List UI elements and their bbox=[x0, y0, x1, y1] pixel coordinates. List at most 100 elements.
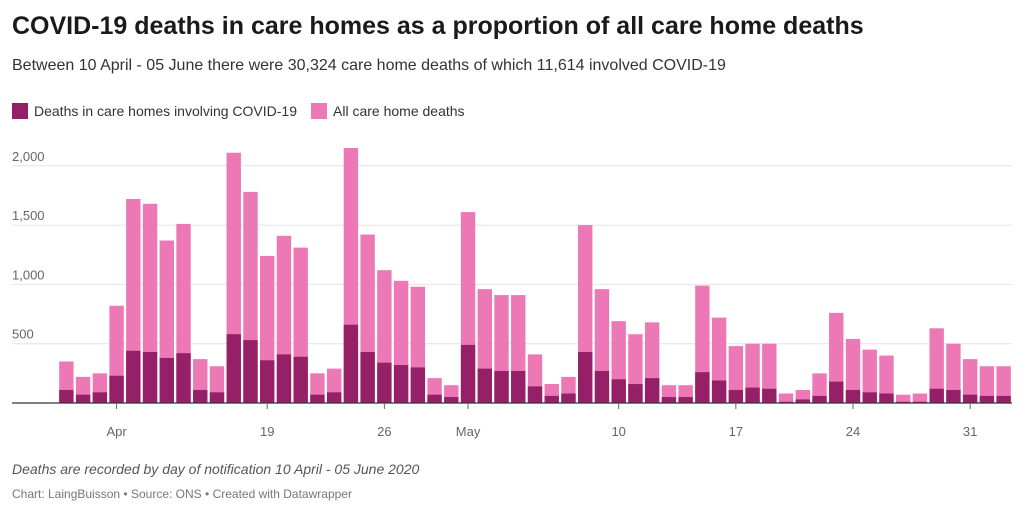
bar-covid-deaths bbox=[109, 375, 124, 403]
bar-covid-deaths bbox=[92, 392, 108, 403]
bar-covid-deaths bbox=[159, 357, 174, 403]
bar-covid-deaths bbox=[829, 381, 844, 403]
bar-covid-deaths bbox=[477, 368, 492, 403]
chart-subtitle: Between 10 April - 05 June there were 30… bbox=[12, 57, 726, 74]
bar-covid-deaths bbox=[946, 389, 961, 403]
bar-covid-deaths bbox=[343, 324, 359, 403]
credit-chart: Chart: LaingBuisson bbox=[12, 487, 121, 501]
bar-covid-deaths bbox=[444, 397, 459, 403]
bar-covid-deaths bbox=[644, 378, 660, 403]
bar-covid-deaths bbox=[310, 394, 325, 403]
bar-covid-deaths bbox=[578, 352, 593, 403]
credit-separator-1: • bbox=[123, 487, 128, 501]
bar-covid-deaths bbox=[410, 367, 426, 403]
x-tick-label: 31 bbox=[963, 424, 977, 439]
x-tick-label: 17 bbox=[729, 424, 743, 439]
bar-all-deaths bbox=[778, 393, 794, 403]
bar-all-deaths bbox=[979, 366, 995, 403]
x-axis-tick-labels: Apr 19 26 May 10 17 24 31 bbox=[106, 403, 977, 439]
bar-all-deaths bbox=[845, 338, 861, 403]
bar-all-deaths bbox=[829, 312, 844, 403]
bars-covid-deaths bbox=[59, 324, 1011, 403]
legend-swatch-all bbox=[311, 103, 328, 119]
chart-legend: Deaths in care homes involving COVID-19 … bbox=[12, 103, 479, 119]
x-tick-label: 26 bbox=[377, 424, 391, 439]
x-tick-label: Apr bbox=[106, 424, 127, 439]
bar-covid-deaths bbox=[393, 365, 409, 403]
bar-covid-deaths bbox=[193, 389, 208, 403]
y-tick-label: 500 bbox=[12, 327, 34, 342]
legend-label-covid: Deaths in care homes involving COVID-19 bbox=[34, 103, 298, 119]
bar-covid-deaths bbox=[862, 392, 877, 403]
y-tick-label: 1,500 bbox=[12, 208, 45, 223]
bar-covid-deaths bbox=[762, 388, 777, 403]
credit-separator-2: • bbox=[205, 487, 210, 501]
bar-covid-deaths bbox=[527, 386, 543, 403]
x-tick-label: 19 bbox=[260, 424, 274, 439]
bar-covid-deaths bbox=[293, 356, 308, 403]
credit-source: Source: ONS bbox=[130, 487, 202, 501]
bar-all-deaths bbox=[812, 373, 827, 403]
bar-covid-deaths bbox=[695, 372, 710, 403]
bar-covid-deaths bbox=[929, 388, 944, 403]
bar-covid-deaths bbox=[209, 392, 225, 403]
bar-covid-deaths bbox=[594, 370, 610, 403]
bar-all-deaths bbox=[862, 349, 877, 403]
bar-covid-deaths bbox=[226, 334, 241, 403]
bar-covid-deaths bbox=[176, 353, 191, 403]
bar-covid-deaths bbox=[511, 370, 526, 403]
credit-tool: Created with Datawrapper bbox=[212, 487, 352, 501]
bar-all-deaths bbox=[728, 346, 744, 403]
bar-all-deaths bbox=[946, 343, 961, 403]
bar-all-deaths bbox=[996, 366, 1011, 403]
x-tick-label: 10 bbox=[611, 424, 625, 439]
bar-covid-deaths bbox=[460, 344, 476, 403]
legend-item-covid: Deaths in care homes involving COVID-19 bbox=[12, 103, 297, 119]
legend-label-all: All care home deaths bbox=[333, 103, 465, 119]
bar-covid-deaths bbox=[142, 352, 158, 403]
bar-covid-deaths bbox=[745, 387, 760, 403]
bar-covid-deaths bbox=[377, 362, 392, 403]
bar-covid-deaths bbox=[795, 399, 810, 403]
bar-covid-deaths bbox=[75, 394, 91, 403]
bar-covid-deaths bbox=[611, 379, 626, 403]
bar-covid-deaths bbox=[996, 395, 1011, 403]
bar-covid-deaths bbox=[561, 393, 576, 403]
bar-all-deaths bbox=[762, 343, 777, 403]
bar-covid-deaths bbox=[260, 360, 275, 403]
chart-credit: Chart: LaingBuisson • Source: ONS • Crea… bbox=[12, 487, 352, 501]
bar-covid-deaths bbox=[276, 354, 292, 403]
bar-covid-deaths bbox=[427, 394, 442, 403]
bar-covid-deaths bbox=[845, 389, 861, 403]
bar-covid-deaths bbox=[711, 380, 727, 403]
bar-covid-deaths bbox=[126, 350, 141, 403]
y-tick-label: 1,000 bbox=[12, 267, 45, 282]
bar-covid-deaths bbox=[962, 394, 978, 403]
bar-covid-deaths bbox=[628, 384, 643, 403]
bar-covid-deaths bbox=[544, 395, 559, 403]
legend-item-all: All care home deaths bbox=[311, 103, 465, 119]
bar-covid-deaths bbox=[812, 395, 827, 403]
bars-all-care-home-deaths bbox=[59, 148, 1011, 403]
bar-all-deaths bbox=[896, 394, 911, 403]
x-tick-label: 24 bbox=[846, 424, 860, 439]
bar-covid-deaths bbox=[678, 397, 693, 403]
bar-covid-deaths bbox=[494, 370, 509, 403]
bar-chart: 500 1,000 1,500 2,000 Apr 19 26 May 10 17 24 31 bbox=[12, 148, 1012, 439]
bar-all-deaths bbox=[962, 359, 978, 403]
bar-covid-deaths bbox=[879, 393, 894, 403]
bar-covid-deaths bbox=[243, 340, 258, 403]
bar-covid-deaths bbox=[360, 352, 375, 403]
bar-all-deaths bbox=[879, 355, 894, 403]
bar-all-deaths bbox=[929, 328, 944, 403]
bar-covid-deaths bbox=[728, 389, 744, 403]
y-tick-label: 2,000 bbox=[12, 149, 45, 164]
legend-swatch-covid bbox=[12, 103, 28, 119]
bar-covid-deaths bbox=[979, 395, 995, 403]
bar-covid-deaths bbox=[59, 389, 74, 403]
bar-covid-deaths bbox=[326, 392, 342, 403]
chart-note: Deaths are recorded by day of notificati… bbox=[12, 461, 420, 477]
x-tick-label: May bbox=[456, 424, 481, 439]
chart-title: COVID-19 deaths in care homes as a propo… bbox=[12, 12, 864, 40]
bar-all-deaths bbox=[912, 393, 928, 403]
